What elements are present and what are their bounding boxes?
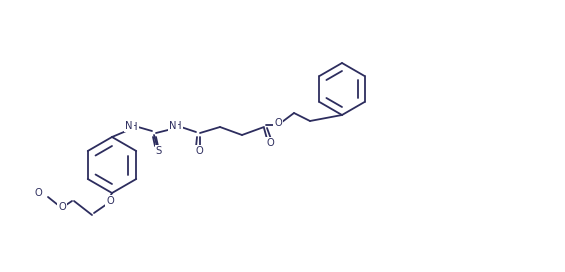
Text: O: O <box>266 138 274 148</box>
Text: O: O <box>274 118 282 128</box>
Text: N: N <box>125 121 133 131</box>
Text: H: H <box>131 122 138 132</box>
Text: O: O <box>34 188 42 198</box>
Text: H: H <box>174 121 182 131</box>
Text: O: O <box>58 202 66 212</box>
Text: O: O <box>106 196 114 206</box>
Text: N: N <box>170 121 177 131</box>
Text: O: O <box>195 146 203 156</box>
Text: S: S <box>156 146 162 156</box>
